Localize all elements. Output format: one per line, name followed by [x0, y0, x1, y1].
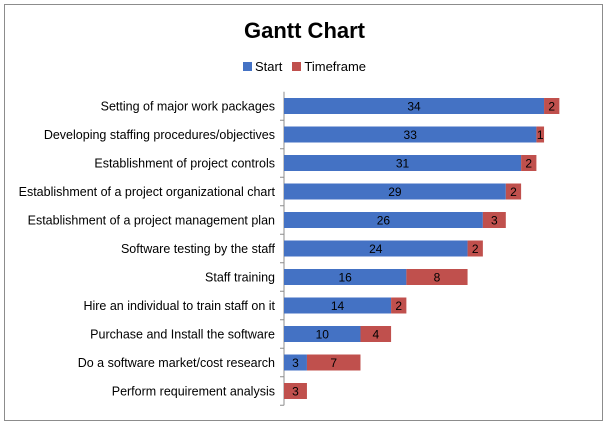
category-label-establishment-of-a-project-organizational-chart: Establishment of a project organizationa… [19, 185, 276, 199]
bar-start-staff-training [284, 269, 407, 285]
legend-label-timeframe: Timeframe [304, 58, 367, 74]
data-label-start-establishment-of-a-project-management-plan: 26 [377, 214, 391, 228]
category-label-perform-requirement-analysis: Perform requirement analysis [112, 385, 275, 399]
bar-start-establishment-of-a-project-organizational-chart [284, 183, 506, 200]
bar-timeframe-perform-requirement-analysis [284, 383, 307, 399]
legend-swatch-start [242, 61, 252, 71]
data-label-start-purchase-and-install-the-software: 10 [316, 328, 330, 342]
bar-start-purchase-and-install-the-software [284, 326, 361, 342]
category-label-do-a-software-market-cost-research: Do a software market/cost research [78, 356, 275, 370]
data-label-timeframe-perform-requirement-analysis: 3 [292, 385, 299, 399]
data-label-start-developing-staffing-procedures-objectives: 33 [404, 128, 418, 142]
data-label-timeframe-staff-training: 8 [434, 271, 441, 285]
data-label-start-hire-an-individual-to-train-staff-on-it: 14 [331, 299, 345, 313]
category-label-establishment-of-a-project-management-plan: Establishment of a project management pl… [28, 214, 275, 228]
legend-item-start: Start [242, 58, 283, 74]
data-label-timeframe-software-testing-by-the-staff: 2 [472, 242, 479, 256]
data-label-timeframe-setting-of-major-work-packages: 2 [548, 100, 555, 114]
bar-timeframe-developing-staffing-procedures-objectives [536, 126, 545, 143]
bar-timeframe-do-a-software-market-cost-research [306, 354, 361, 371]
legend-swatch-timeframe [292, 61, 302, 71]
category-label-establishment-of-project-controls: Establishment of project controls [94, 157, 275, 171]
chart-title: Gantt Chart [244, 18, 365, 43]
data-label-timeframe-developing-staffing-procedures-objectives: 1 [537, 128, 544, 142]
data-label-start-staff-training: 16 [339, 271, 353, 285]
legend: Start Timeframe [0, 58, 609, 74]
legend-label-start: Start [254, 58, 283, 74]
data-label-timeframe-establishment-of-a-project-organizational-chart: 2 [510, 185, 517, 199]
data-label-start-software-testing-by-the-staff: 24 [369, 242, 383, 256]
bar-start-setting-of-major-work-packages [284, 98, 545, 114]
bar-timeframe-establishment-of-a-project-organizational-chart [505, 183, 522, 200]
data-label-timeframe-do-a-software-market-cost-research: 7 [330, 356, 337, 370]
category-label-staff-training: Staff training [205, 271, 275, 285]
bar-timeframe-software-testing-by-the-staff [467, 240, 483, 257]
data-label-start-setting-of-major-work-packages: 34 [407, 100, 421, 114]
bar-timeframe-setting-of-major-work-packages [544, 98, 560, 114]
data-label-timeframe-purchase-and-install-the-software: 4 [372, 328, 379, 342]
bar-start-establishment-of-a-project-management-plan [284, 212, 483, 228]
bar-start-software-testing-by-the-staff [284, 240, 468, 257]
bar-start-establishment-of-project-controls [284, 155, 522, 171]
bar-timeframe-purchase-and-install-the-software [360, 326, 392, 342]
bar-timeframe-staff-training [406, 269, 468, 285]
category-label-software-testing-by-the-staff: Software testing by the staff [121, 242, 276, 256]
bar-start-developing-staffing-procedures-objectives [284, 126, 537, 143]
data-label-timeframe-hire-an-individual-to-train-staff-on-it: 2 [395, 299, 402, 313]
data-label-timeframe-establishment-of-project-controls: 2 [525, 157, 532, 171]
data-label-timeframe-establishment-of-a-project-management-plan: 3 [491, 214, 498, 228]
category-label-setting-of-major-work-packages: Setting of major work packages [101, 100, 275, 114]
bar-timeframe-establishment-of-a-project-management-plan [482, 212, 506, 228]
category-label-hire-an-individual-to-train-staff-on-it: Hire an individual to train staff on it [83, 299, 275, 313]
bar-timeframe-hire-an-individual-to-train-staff-on-it [391, 297, 407, 314]
category-label-purchase-and-install-the-software: Purchase and Install the software [90, 328, 275, 342]
category-label-developing-staffing-procedures-objectives: Developing staffing procedures/objective… [44, 128, 275, 142]
bar-start-do-a-software-market-cost-research [284, 354, 307, 371]
legend-item-timeframe: Timeframe [292, 59, 366, 74]
bar-start-hire-an-individual-to-train-staff-on-it [284, 297, 392, 314]
data-label-start-do-a-software-market-cost-research: 3 [292, 356, 299, 370]
bar-timeframe-establishment-of-project-controls [521, 155, 537, 171]
data-label-start-establishment-of-a-project-organizational-chart: 29 [388, 185, 402, 199]
data-label-start-establishment-of-project-controls: 31 [396, 157, 410, 171]
